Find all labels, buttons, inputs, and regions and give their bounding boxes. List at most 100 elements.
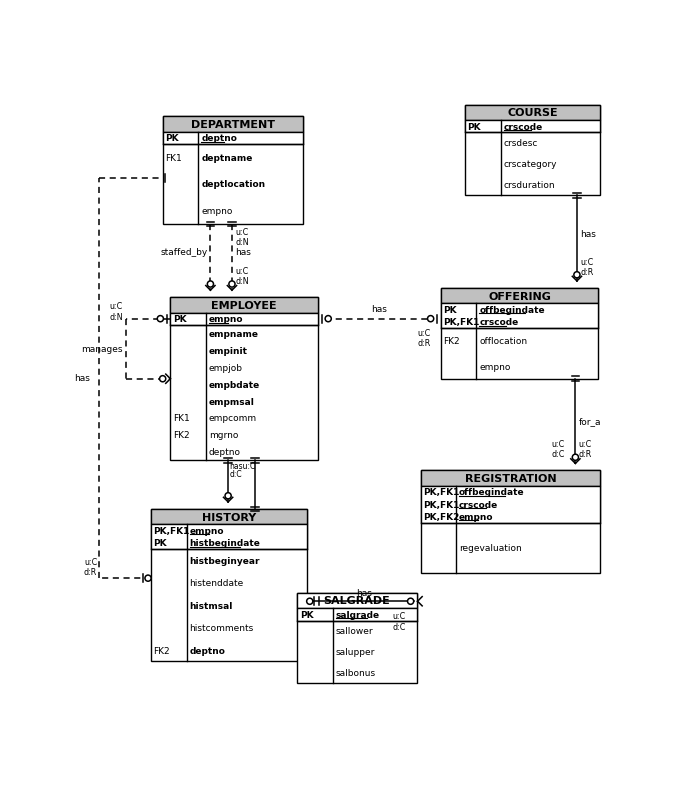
Text: u:C
d:R: u:C d:R <box>578 439 592 459</box>
Text: EMPLOYEE: EMPLOYEE <box>211 301 277 310</box>
Bar <box>465 106 600 121</box>
Text: has: has <box>74 374 90 383</box>
Text: SALGRADE: SALGRADE <box>324 596 391 606</box>
Text: empinit: empinit <box>209 346 248 355</box>
Bar <box>170 298 318 461</box>
Circle shape <box>306 598 313 605</box>
Circle shape <box>325 316 331 322</box>
Text: regevaluation: regevaluation <box>459 544 522 553</box>
Text: PK,FK1: PK,FK1 <box>443 318 480 327</box>
Text: u:C
d:N: u:C d:N <box>109 302 123 322</box>
Text: u:C
d:N: u:C d:N <box>235 227 248 247</box>
Text: PK,FK1: PK,FK1 <box>153 526 190 535</box>
Text: offlocation: offlocation <box>479 337 527 346</box>
Text: deptno: deptno <box>201 134 237 143</box>
Text: deptname: deptname <box>201 153 253 163</box>
Text: FK1: FK1 <box>165 153 181 163</box>
Bar <box>170 313 318 326</box>
Bar <box>297 593 417 683</box>
Circle shape <box>225 493 231 499</box>
Text: empbdate: empbdate <box>209 380 260 389</box>
Text: has: has <box>235 248 251 257</box>
Text: u:C
d:C: u:C d:C <box>393 611 406 631</box>
Text: PK,FK1: PK,FK1 <box>423 488 460 496</box>
Text: crscode: crscode <box>504 123 543 132</box>
Circle shape <box>159 376 166 383</box>
Circle shape <box>145 575 151 581</box>
Bar <box>421 471 600 486</box>
Text: salbonus: salbonus <box>336 668 376 677</box>
Text: empcomm: empcomm <box>209 414 257 423</box>
Text: PK: PK <box>468 123 481 132</box>
Bar <box>465 106 600 196</box>
Bar <box>441 289 598 304</box>
Text: empno: empno <box>459 512 493 521</box>
Text: PK: PK <box>172 314 186 324</box>
Text: crsdesc: crsdesc <box>504 140 538 148</box>
Text: PK: PK <box>443 306 457 314</box>
Bar <box>151 509 306 662</box>
Bar <box>170 298 318 313</box>
Text: hasu:C: hasu:C <box>230 462 256 471</box>
Circle shape <box>572 455 578 461</box>
Text: empno: empno <box>209 314 244 324</box>
Text: has: has <box>580 230 596 239</box>
Text: REGISTRATION: REGISTRATION <box>464 473 556 484</box>
Text: crscategory: crscategory <box>504 160 558 169</box>
Text: has: has <box>356 588 372 597</box>
Bar <box>421 486 600 523</box>
Text: PK: PK <box>165 134 179 143</box>
Text: COURSE: COURSE <box>507 108 558 118</box>
Circle shape <box>157 316 164 322</box>
Text: histcomments: histcomments <box>190 623 254 632</box>
Text: u:C
d:R: u:C d:R <box>84 557 97 577</box>
Bar <box>163 132 303 144</box>
Circle shape <box>207 282 213 288</box>
Bar <box>163 117 303 225</box>
Text: empjob: empjob <box>209 363 243 372</box>
Text: empname: empname <box>209 330 259 338</box>
Text: PK: PK <box>153 539 167 548</box>
Text: d:C: d:C <box>230 469 242 478</box>
Bar <box>465 121 600 133</box>
Text: empno: empno <box>201 207 233 216</box>
Bar <box>421 471 600 573</box>
Text: empmsal: empmsal <box>209 397 255 406</box>
Text: DEPARTMENT: DEPARTMENT <box>190 119 275 130</box>
Text: deptlocation: deptlocation <box>201 180 265 189</box>
Text: u:C
d:R: u:C d:R <box>580 257 593 277</box>
Circle shape <box>408 598 414 605</box>
Text: salgrade: salgrade <box>336 610 380 619</box>
Text: empno: empno <box>479 362 511 371</box>
Text: histbegindate: histbegindate <box>190 539 261 548</box>
Text: histbeginyear: histbeginyear <box>190 556 260 565</box>
Text: PK: PK <box>299 610 313 619</box>
Text: sallower: sallower <box>336 626 373 636</box>
Bar <box>151 525 306 549</box>
Text: FK1: FK1 <box>172 414 190 423</box>
Bar <box>151 509 306 525</box>
Text: has: has <box>371 305 387 314</box>
Circle shape <box>574 273 580 278</box>
Text: u:C
d:C: u:C d:C <box>552 439 565 459</box>
Circle shape <box>428 316 434 322</box>
Bar <box>297 609 417 621</box>
Bar <box>163 117 303 132</box>
Text: u:C
d:N: u:C d:N <box>235 266 248 286</box>
Text: offbegindate: offbegindate <box>479 306 545 314</box>
Text: crscode: crscode <box>459 500 498 509</box>
Text: u:C
d:R: u:C d:R <box>417 329 431 348</box>
Text: manages: manages <box>81 345 123 354</box>
Bar <box>441 289 598 379</box>
Text: crsduration: crsduration <box>504 181 555 190</box>
Bar <box>297 593 417 609</box>
Text: FK2: FK2 <box>153 646 170 654</box>
Text: OFFERING: OFFERING <box>488 291 551 302</box>
Text: mgrno: mgrno <box>209 431 238 439</box>
Text: staffed_by: staffed_by <box>160 248 207 257</box>
Text: histenddate: histenddate <box>190 578 244 587</box>
Text: PK,FK1: PK,FK1 <box>423 500 460 509</box>
Bar <box>441 304 598 329</box>
Text: deptno: deptno <box>190 646 226 654</box>
Text: PK,FK2: PK,FK2 <box>423 512 460 521</box>
